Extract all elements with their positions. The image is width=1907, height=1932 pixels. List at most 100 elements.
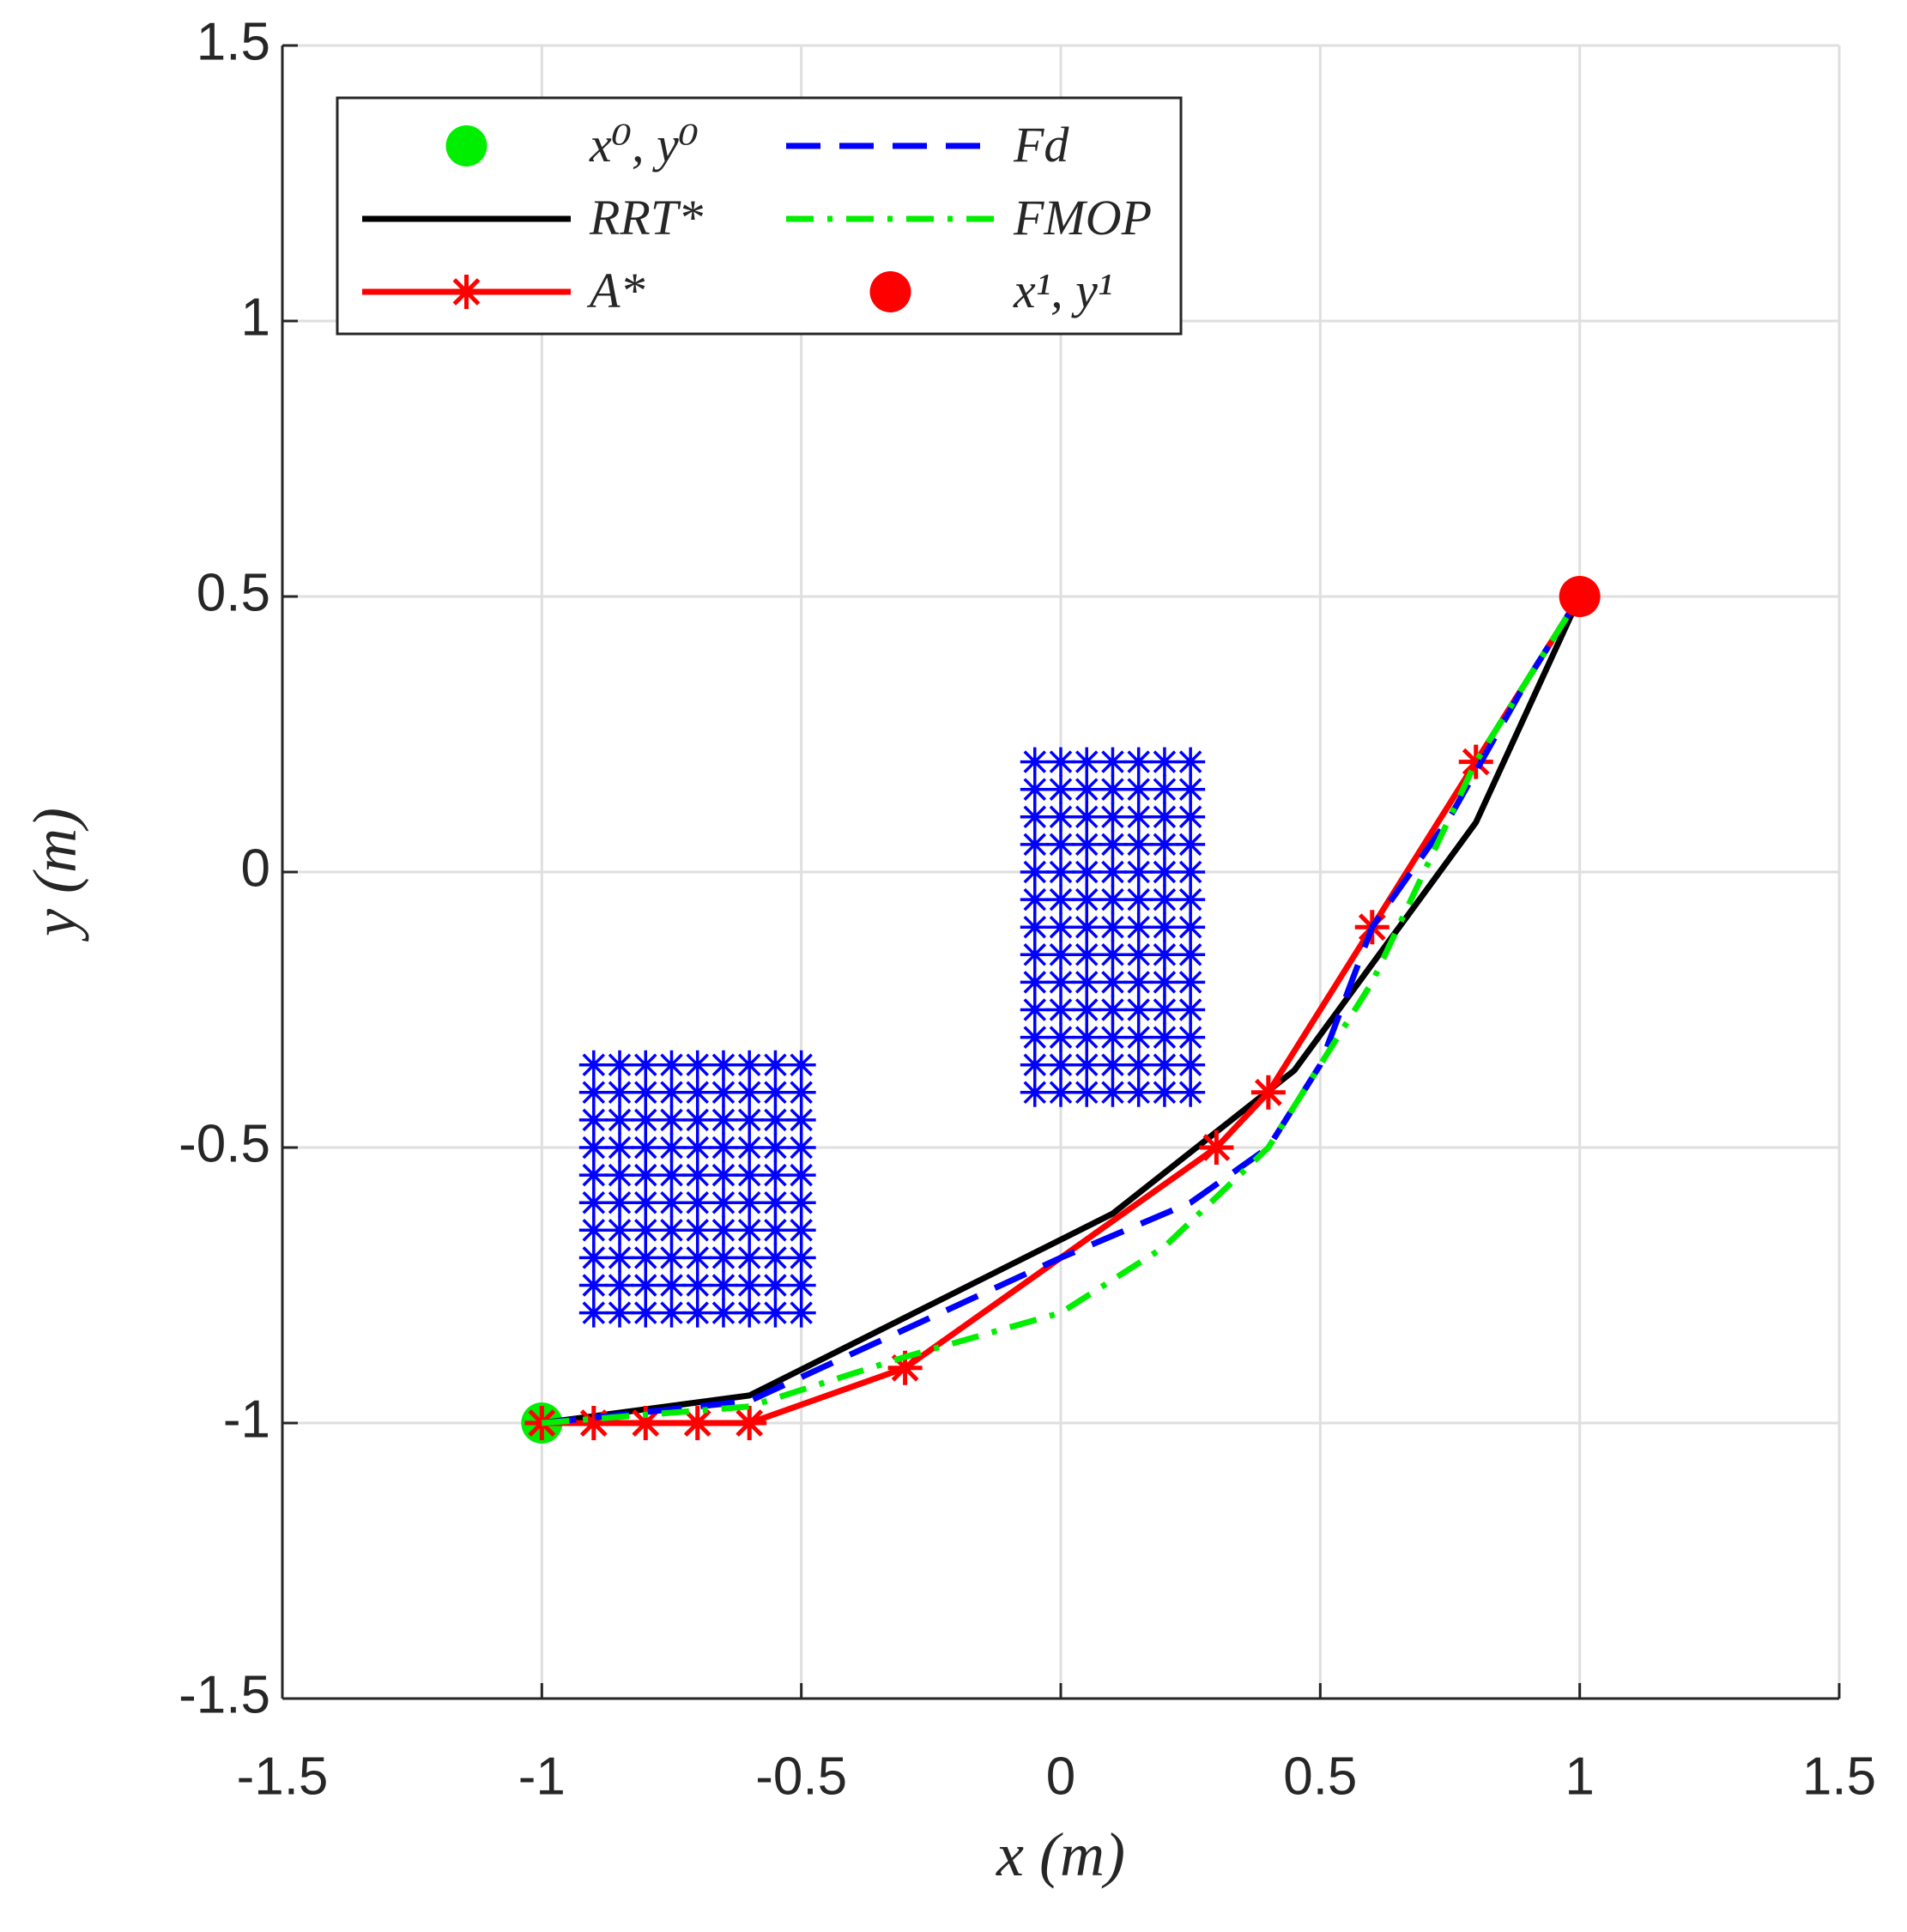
obstacle-marker bbox=[1176, 1077, 1206, 1107]
obstacle-marker bbox=[708, 1243, 738, 1273]
obstacle-marker bbox=[631, 1133, 661, 1162]
obstacle-marker bbox=[786, 1050, 816, 1080]
obstacle-marker bbox=[605, 1050, 635, 1080]
point-marker bbox=[680, 1406, 715, 1440]
obstacle-marker bbox=[578, 1105, 608, 1135]
obstacle-marker bbox=[631, 1160, 661, 1190]
y-tick-label: -1.5 bbox=[179, 1665, 270, 1724]
y-tick-label: 1.5 bbox=[197, 12, 270, 71]
obstacle-marker bbox=[578, 1077, 608, 1107]
obstacle-marker bbox=[760, 1077, 790, 1107]
obstacle-marker bbox=[1098, 1022, 1128, 1052]
obstacle-marker bbox=[657, 1188, 687, 1218]
series-line bbox=[541, 595, 1583, 1426]
obstacle-marker bbox=[708, 1077, 738, 1107]
obstacle-marker bbox=[1098, 940, 1128, 970]
obstacle-marker bbox=[1176, 912, 1206, 942]
obstacle-marker bbox=[735, 1270, 765, 1300]
obstacle-marker bbox=[657, 1160, 687, 1190]
obstacle-marker bbox=[1176, 802, 1206, 832]
obstacle-marker bbox=[1149, 885, 1179, 915]
obstacle-marker bbox=[1098, 829, 1128, 859]
obstacle-marker bbox=[1149, 774, 1179, 804]
obstacle-marker bbox=[1149, 995, 1179, 1025]
obstacle-marker bbox=[657, 1243, 687, 1273]
obstacle-marker bbox=[708, 1188, 738, 1218]
obstacle-marker bbox=[1123, 967, 1153, 997]
y-tick-label: -0.5 bbox=[179, 1114, 270, 1173]
obstacle-marker bbox=[682, 1160, 712, 1190]
obstacle-marker bbox=[1176, 829, 1206, 859]
obstacle-marker bbox=[760, 1215, 790, 1245]
obstacle-marker bbox=[1123, 802, 1153, 832]
obstacle-marker bbox=[1020, 1022, 1050, 1052]
obstacle-marker bbox=[735, 1298, 765, 1328]
obstacle-marker bbox=[657, 1298, 687, 1328]
obstacle-marker bbox=[682, 1133, 712, 1162]
obstacle-marker bbox=[605, 1105, 635, 1135]
obstacle-marker bbox=[1098, 995, 1128, 1025]
obstacle-marker bbox=[735, 1050, 765, 1080]
obstacle-marker bbox=[1176, 747, 1206, 777]
obstacle-marker bbox=[1046, 940, 1075, 970]
obstacle-marker bbox=[708, 1105, 738, 1135]
x-tick-label: -1 bbox=[518, 1747, 566, 1806]
x-tick-label: 0.5 bbox=[1283, 1747, 1357, 1806]
point-marker bbox=[1559, 576, 1601, 617]
obstacle-marker bbox=[735, 1188, 765, 1218]
legend-label: x⁰, y⁰ bbox=[589, 117, 699, 173]
series-line bbox=[542, 595, 1583, 1426]
x-tick-label: 0 bbox=[1046, 1747, 1075, 1806]
obstacle-marker bbox=[605, 1243, 635, 1273]
obstacle-marker bbox=[605, 1160, 635, 1190]
obstacle-marker bbox=[1072, 885, 1102, 915]
obstacle-marker bbox=[1072, 802, 1102, 832]
obstacle-marker bbox=[1149, 1022, 1179, 1052]
obstacle-marker bbox=[735, 1105, 765, 1135]
obstacle-marker bbox=[605, 1188, 635, 1218]
obstacle-marker bbox=[1046, 774, 1075, 804]
obstacle-marker bbox=[1072, 1050, 1102, 1080]
obstacle-marker bbox=[1149, 967, 1179, 997]
obstacle-marker bbox=[1176, 774, 1206, 804]
obstacle-marker bbox=[657, 1270, 687, 1300]
point-marker bbox=[628, 1406, 663, 1440]
obstacle-marker bbox=[735, 1243, 765, 1273]
obstacle-marker bbox=[1046, 1022, 1075, 1052]
obstacle-marker bbox=[631, 1298, 661, 1328]
obstacle-marker bbox=[1123, 857, 1153, 887]
obstacle-marker bbox=[578, 1188, 608, 1218]
obstacle-marker bbox=[631, 1105, 661, 1135]
obstacle-marker bbox=[1149, 1077, 1179, 1107]
obstacle-marker bbox=[1123, 829, 1153, 859]
obstacle-marker bbox=[1072, 857, 1102, 887]
obstacle-marker bbox=[657, 1077, 687, 1107]
legend-marker bbox=[445, 125, 487, 167]
obstacle-marker bbox=[1046, 747, 1075, 777]
obstacle-marker bbox=[786, 1298, 816, 1328]
obstacle-marker bbox=[1149, 857, 1179, 887]
obstacle-marker bbox=[1072, 1022, 1102, 1052]
obstacle-marker bbox=[631, 1243, 661, 1273]
obstacle-marker bbox=[760, 1188, 790, 1218]
y-tick-label: 0.5 bbox=[197, 563, 270, 622]
obstacle-marker bbox=[760, 1160, 790, 1190]
obstacle-marker bbox=[682, 1215, 712, 1245]
obstacle-marker bbox=[1176, 995, 1206, 1025]
point-marker bbox=[732, 1406, 767, 1440]
obstacle-marker bbox=[578, 1298, 608, 1328]
obstacle-marker bbox=[1098, 967, 1128, 997]
obstacle-marker bbox=[1020, 995, 1050, 1025]
obstacle-marker bbox=[631, 1270, 661, 1300]
obstacle-marker bbox=[1149, 802, 1179, 832]
obstacle-marker bbox=[1072, 995, 1102, 1025]
obstacle-marker bbox=[1176, 1022, 1206, 1052]
obstacle-marker bbox=[760, 1243, 790, 1273]
obstacle-marker bbox=[760, 1298, 790, 1328]
obstacle-marker bbox=[682, 1188, 712, 1218]
obstacle-marker bbox=[1123, 885, 1153, 915]
obstacle-marker bbox=[1149, 1050, 1179, 1080]
obstacle-marker bbox=[1046, 857, 1075, 887]
obstacle-marker bbox=[1176, 967, 1206, 997]
obstacle-marker bbox=[631, 1050, 661, 1080]
